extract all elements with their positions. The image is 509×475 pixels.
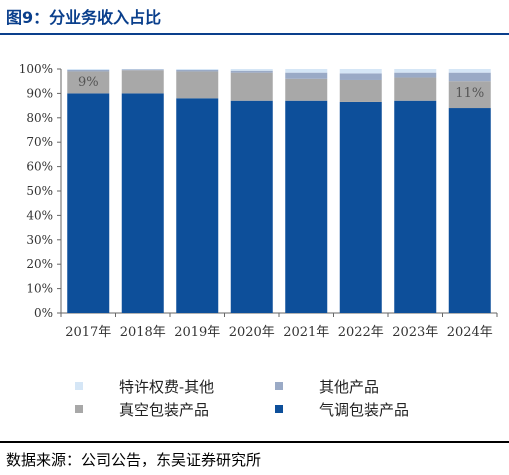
x-tick-label: 2021年 xyxy=(283,325,329,340)
bar-segment xyxy=(176,69,218,70)
data-label: 9% xyxy=(78,75,99,90)
x-tick-label: 2022年 xyxy=(338,325,384,340)
bar-segment xyxy=(340,69,382,73)
bar-segment xyxy=(231,73,273,101)
x-tick-label: 2023年 xyxy=(392,325,438,340)
bar-segment xyxy=(285,69,327,73)
bar-segment xyxy=(449,69,491,73)
bar-segment xyxy=(340,80,382,102)
y-tick-label: 20% xyxy=(26,257,53,271)
bar-segment xyxy=(394,101,436,313)
bar-segment xyxy=(67,69,109,70)
legend-label: 特许权费-其他 xyxy=(119,378,214,396)
y-tick-label: 70% xyxy=(26,135,53,149)
bar-segment xyxy=(394,78,436,101)
bar-segment xyxy=(394,69,436,73)
bar-segment xyxy=(176,98,218,313)
y-tick-label: 0% xyxy=(34,306,53,320)
y-tick-label: 100% xyxy=(19,62,53,76)
bar-segment xyxy=(67,70,109,71)
y-tick-label: 80% xyxy=(26,111,53,125)
bar-segment xyxy=(340,102,382,313)
bar-segment xyxy=(340,73,382,80)
y-tick-label: 90% xyxy=(26,86,53,100)
legend-label: 气调包装产品 xyxy=(319,401,409,419)
bar-segment xyxy=(67,93,109,313)
chart-bars xyxy=(67,69,491,313)
y-tick-label: 30% xyxy=(26,233,53,247)
x-tick-label: 2018年 xyxy=(120,325,166,340)
bar-segment xyxy=(122,70,164,93)
y-tick-label: 10% xyxy=(26,282,53,296)
bar-segment xyxy=(231,71,273,73)
bar-segment xyxy=(285,79,327,101)
legend-label: 其他产品 xyxy=(319,378,379,396)
data-label: 11% xyxy=(455,86,484,101)
bar-segment xyxy=(449,73,491,82)
y-tick-label: 50% xyxy=(26,184,53,198)
y-tick-label: 60% xyxy=(26,160,53,174)
legend-swatch xyxy=(275,405,283,413)
bar-segment xyxy=(122,69,164,70)
x-tick-label: 2024年 xyxy=(447,325,493,340)
legend-swatch xyxy=(275,382,283,390)
bar-segment xyxy=(285,101,327,313)
legend-swatch xyxy=(75,382,83,390)
bar-segment xyxy=(285,73,327,79)
bar-segment xyxy=(231,69,273,71)
x-tick-label: 2019年 xyxy=(174,325,220,340)
y-tick-label: 40% xyxy=(26,208,53,222)
bar-segment xyxy=(231,101,273,313)
bar-segment xyxy=(176,71,218,98)
x-tick-label: 2017年 xyxy=(65,325,111,340)
source-note: 数据来源：公司公告，东吴证券研究所 xyxy=(6,449,261,470)
stacked-bar-chart: 0% 10% 20% 30% 40% 50% 60% 70% 80% 90% 100% 2017年 20… xyxy=(0,0,509,440)
legend-label: 真空包装产品 xyxy=(119,401,209,419)
bar-segment xyxy=(394,73,436,78)
bar-segment xyxy=(449,108,491,313)
bar-segment xyxy=(176,70,218,71)
x-tick-label: 2020年 xyxy=(229,325,275,340)
source-divider xyxy=(0,441,509,443)
bar-segment xyxy=(122,93,164,313)
legend-swatch xyxy=(75,405,83,413)
